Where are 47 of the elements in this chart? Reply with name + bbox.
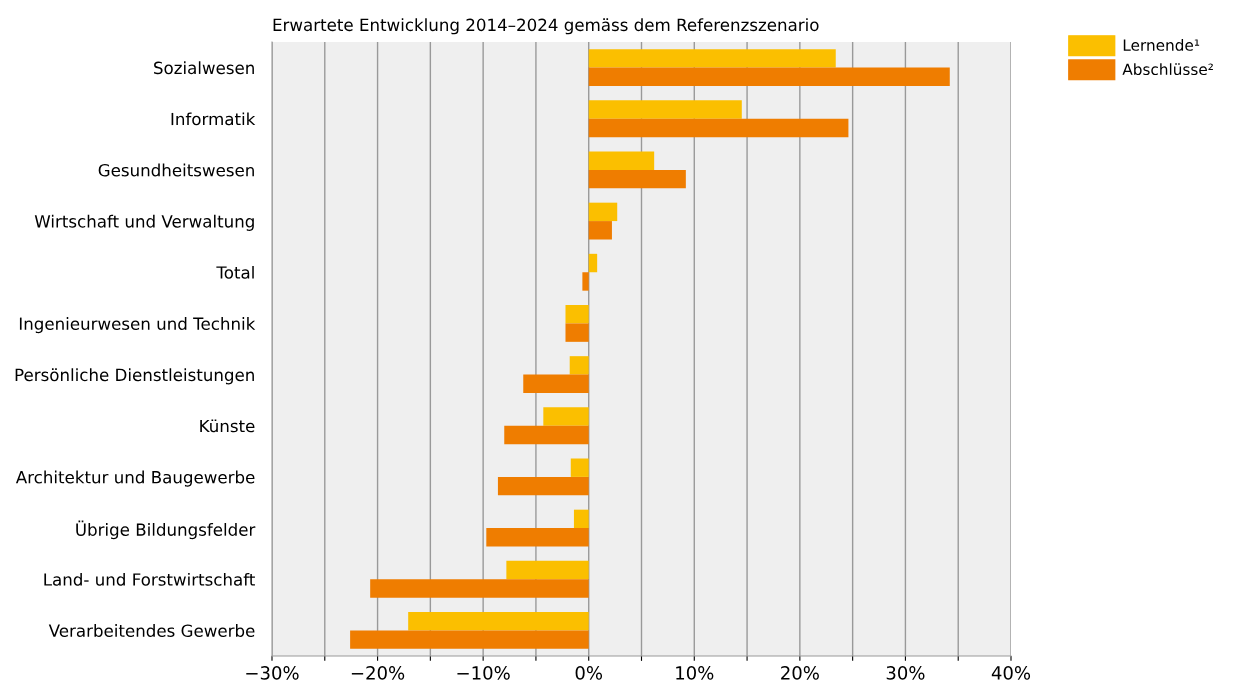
y-tick-label: Übrige Bildungsfelder <box>76 520 256 540</box>
bar <box>588 118 849 138</box>
x-tick-label: −10% <box>457 666 510 680</box>
y-tick-label: Land- und Forstwirtschaft <box>44 572 255 586</box>
bar <box>569 356 589 375</box>
x-tick-label: 40% <box>991 666 1031 680</box>
bar <box>588 67 950 86</box>
bar <box>497 476 589 496</box>
bar <box>588 49 836 68</box>
x-tick-label: 0% <box>575 666 603 680</box>
bar <box>486 528 589 547</box>
x-tick-label: −30% <box>246 666 299 680</box>
bar <box>370 579 589 598</box>
bar <box>565 305 589 324</box>
y-tick-label: Total <box>216 265 254 279</box>
x-tick-label: −20% <box>351 666 405 680</box>
bar <box>588 221 612 240</box>
y-tick-label: Sozialwesen <box>154 61 254 75</box>
y-tick-label: Persönliche Dienstleistungen <box>15 368 254 385</box>
bar <box>408 612 589 631</box>
chart-title: Erwartete Entwicklung 2014–2024 gemäss dem Referenzszenario <box>273 18 819 35</box>
y-tick-label: Informatik <box>171 112 256 126</box>
y-tick-label: Architektur und Baugewerbe <box>15 470 255 487</box>
y-tick-label: Verarbeitendes Gewerbe <box>48 624 255 637</box>
bar <box>588 202 618 222</box>
y-tick-label: Wirtschaft und Verwaltung <box>34 214 254 231</box>
bar <box>350 630 589 649</box>
x-tick-label: 10% <box>676 666 714 680</box>
y-tick-label: Künste <box>200 419 255 433</box>
legend-label: Lernende¹ <box>1123 39 1200 51</box>
bar <box>543 407 589 426</box>
bar <box>565 323 589 342</box>
legend-label: Abschlüsse² <box>1122 63 1213 76</box>
bar <box>588 169 686 189</box>
bar <box>504 425 589 445</box>
bar <box>582 272 589 291</box>
bar <box>588 151 655 170</box>
x-tick-label: 20% <box>781 666 819 680</box>
bar <box>573 509 589 529</box>
bar <box>523 374 589 393</box>
y-tick-label: Ingenieurwesen und Technik <box>19 317 256 334</box>
bar <box>588 100 742 119</box>
y-tick-label: Gesundheitswesen <box>98 163 254 177</box>
bar <box>506 560 589 580</box>
bar <box>588 253 598 273</box>
x-tick-label: 30% <box>886 666 925 680</box>
bar <box>570 458 589 477</box>
